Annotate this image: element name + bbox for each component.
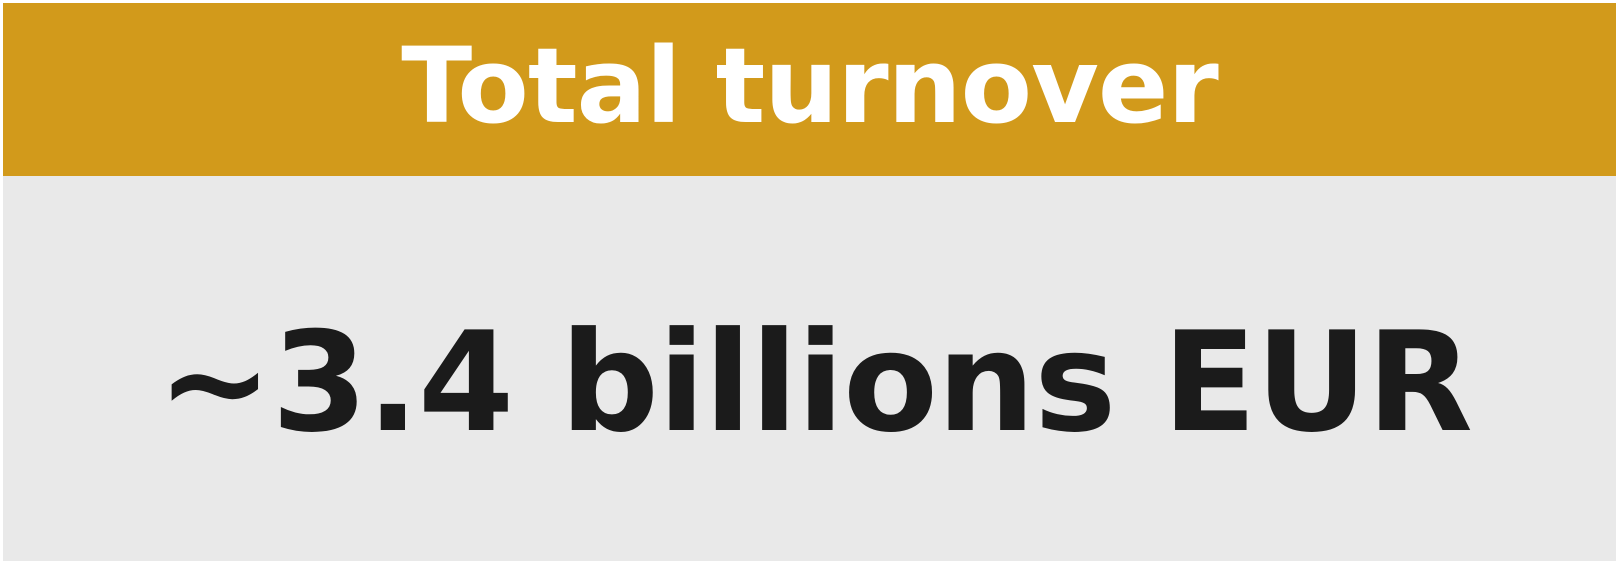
- card-title: Total turnover: [401, 24, 1218, 147]
- card-header: Total turnover: [3, 3, 1616, 176]
- turnover-value: ~3.4 billions EUR: [157, 301, 1473, 463]
- card-body: ~3.4 billions EUR: [3, 176, 1616, 561]
- turnover-card: Total turnover ~3.4 billions EUR: [3, 3, 1616, 561]
